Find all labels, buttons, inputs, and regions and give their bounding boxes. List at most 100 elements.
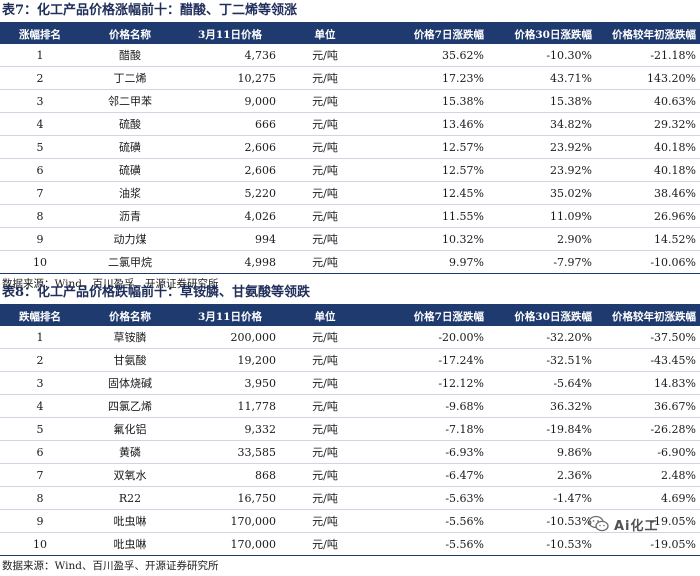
table-cell: 9,332 xyxy=(180,417,280,441)
table-row: 10 二氯甲烷 4,998 元/吨 9.97% -7.97% -10.06% xyxy=(0,250,700,274)
table-cell: 1 xyxy=(0,326,80,349)
table-cell: 19,200 xyxy=(180,348,280,372)
table-cell: -10.30% xyxy=(488,44,596,67)
table-cell: 7 xyxy=(0,463,80,487)
table-section-losers: 表8：化工产品价格跌幅前十：草铵膦、甘氨酸等领跌 跌幅排名 价格名称 3月11日价格… xyxy=(0,282,700,576)
column-header: 3月11日价格 xyxy=(198,310,262,323)
table-cell: 40.18% xyxy=(596,135,700,159)
table-cell: 2 xyxy=(0,348,80,372)
table-row: 7 油浆 5,220 元/吨 12.45% 35.02% 38.46% xyxy=(0,181,700,205)
table-cell: 10 xyxy=(0,250,80,274)
table-cell: 4,736 xyxy=(180,44,280,67)
table-cell: -21.18% xyxy=(596,44,700,67)
table-row: 3 固体烧碱 3,950 元/吨 -12.12% -5.64% 14.83% xyxy=(0,371,700,395)
table-cell: 2 xyxy=(0,66,80,90)
table-cell: 200,000 xyxy=(180,326,280,349)
table-cell: 170,000 xyxy=(180,532,280,556)
table-cell: -19.84% xyxy=(488,417,596,441)
table-cell: -10.53% xyxy=(488,509,596,533)
table-row: 9 动力煤 994 元/吨 10.32% 2.90% 14.52% xyxy=(0,227,700,251)
table-cell: 9,000 xyxy=(180,89,280,113)
table-cell: 元/吨 xyxy=(280,204,370,228)
table-cell: -10.06% xyxy=(596,250,700,274)
table-cell: 11.55% xyxy=(370,204,488,228)
table-cell: 醋酸 xyxy=(80,44,180,67)
table-cell: 11,778 xyxy=(180,394,280,418)
column-header: 价格名称 xyxy=(109,310,151,323)
table-cell: 元/吨 xyxy=(280,348,370,372)
table-cell: 36.32% xyxy=(488,394,596,418)
table-cell: 元/吨 xyxy=(280,440,370,464)
table-cell: 2,606 xyxy=(180,158,280,182)
table-cell: 元/吨 xyxy=(280,112,370,136)
table-cell: 12.45% xyxy=(370,181,488,205)
table-cell: 43.71% xyxy=(488,66,596,90)
table-cell: 11.09% xyxy=(488,204,596,228)
table-cell: -19.05% xyxy=(596,532,700,556)
table-cell: -9.68% xyxy=(370,394,488,418)
table-header-row: 跌幅排名 价格名称 3月11日价格 单位 价格7日涨跌幅 价格30日涨跌幅 价格较年初涨跌幅 xyxy=(0,306,700,326)
table-cell: 动力煤 xyxy=(80,227,180,251)
table-cell: 元/吨 xyxy=(280,326,370,349)
table-cell: 10 xyxy=(0,532,80,556)
table-cell: -6.47% xyxy=(370,463,488,487)
table-cell: 5 xyxy=(0,135,80,159)
table-cell: 1 xyxy=(0,44,80,67)
table-cell: 9 xyxy=(0,227,80,251)
table-title: 表8：化工产品价格跌幅前十：草铵膦、甘氨酸等领跌 xyxy=(0,282,700,306)
wechat-icon xyxy=(588,515,609,532)
table-cell: 8 xyxy=(0,204,80,228)
column-header: 价格30日涨跌幅 xyxy=(514,28,592,41)
table-cell: 4,026 xyxy=(180,204,280,228)
table-row: 2 丁二烯 10,275 元/吨 17.23% 43.71% 143.20% xyxy=(0,66,700,90)
price-gainers-table: 涨幅排名 价格名称 3月11日价格 单位 价格7日涨跌幅 价格30日涨跌幅 价格较年初涨跌幅… xyxy=(0,24,700,274)
table-cell: 29.32% xyxy=(596,112,700,136)
price-losers-table: 跌幅排名 价格名称 3月11日价格 单位 价格7日涨跌幅 价格30日涨跌幅 价格较年初涨跌幅… xyxy=(0,306,700,556)
table-row: 7 双氧水 868 元/吨 -6.47% 2.36% 2.48% xyxy=(0,463,700,487)
table-cell: 元/吨 xyxy=(280,486,370,510)
table-cell: -5.64% xyxy=(488,371,596,395)
column-header: 价格7日涨跌幅 xyxy=(413,310,484,323)
table-row: 9 吡虫啉 170,000 元/吨 -5.56% -10.53% -19.05% xyxy=(0,509,700,533)
table-cell: 8 xyxy=(0,486,80,510)
column-header: 价格7日涨跌幅 xyxy=(413,28,484,41)
table-cell: 17.23% xyxy=(370,66,488,90)
table-cell: 15.38% xyxy=(370,89,488,113)
table-cell: 12.57% xyxy=(370,135,488,159)
table-cell: 34.82% xyxy=(488,112,596,136)
table-cell: -7.97% xyxy=(488,250,596,274)
table-cell: -1.47% xyxy=(488,486,596,510)
table-cell: 二氯甲烷 xyxy=(80,250,180,274)
column-header: 价格30日涨跌幅 xyxy=(514,310,592,323)
table-cell: 10.32% xyxy=(370,227,488,251)
table-row: 5 硫磺 2,606 元/吨 12.57% 23.92% 40.18% xyxy=(0,135,700,159)
table-cell: 6 xyxy=(0,158,80,182)
table-cell: 994 xyxy=(180,227,280,251)
table-cell: 38.46% xyxy=(596,181,700,205)
table-cell: 邻二甲苯 xyxy=(80,89,180,113)
table-cell: -7.18% xyxy=(370,417,488,441)
table-cell: 170,000 xyxy=(180,509,280,533)
table-cell: 26.96% xyxy=(596,204,700,228)
table-cell: -19.05% xyxy=(596,509,700,533)
table-header-row: 涨幅排名 价格名称 3月11日价格 单位 价格7日涨跌幅 价格30日涨跌幅 价格较年初涨跌幅 xyxy=(0,24,700,44)
table-cell: 元/吨 xyxy=(280,250,370,274)
table-row: 6 硫磺 2,606 元/吨 12.57% 23.92% 40.18% xyxy=(0,158,700,182)
table-cell: -6.90% xyxy=(596,440,700,464)
table-cell: 23.92% xyxy=(488,135,596,159)
table-cell: 2.48% xyxy=(596,463,700,487)
table-cell: 35.02% xyxy=(488,181,596,205)
table-cell: 元/吨 xyxy=(280,509,370,533)
table-cell: 9.86% xyxy=(488,440,596,464)
table-cell: 元/吨 xyxy=(280,394,370,418)
table-cell: -20.00% xyxy=(370,326,488,349)
table-cell: -26.28% xyxy=(596,417,700,441)
table-cell: -43.45% xyxy=(596,348,700,372)
table-cell: -5.63% xyxy=(370,486,488,510)
table-cell: 23.92% xyxy=(488,158,596,182)
table-cell: -32.51% xyxy=(488,348,596,372)
column-header: 单位 xyxy=(314,28,336,41)
table-cell: 40.63% xyxy=(596,89,700,113)
table-row: 1 醋酸 4,736 元/吨 35.62% -10.30% -21.18% xyxy=(0,44,700,67)
table-cell: 3,950 xyxy=(180,371,280,395)
